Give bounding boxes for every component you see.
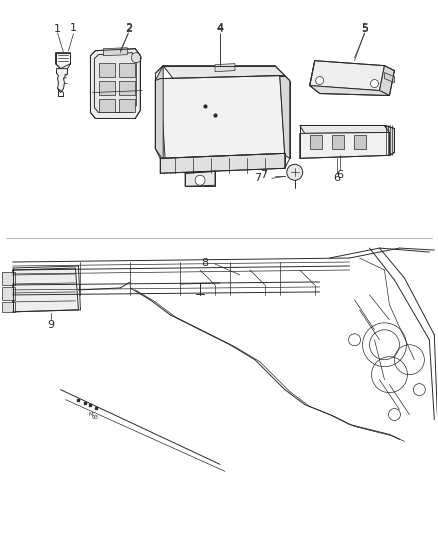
- Polygon shape: [310, 61, 385, 91]
- Polygon shape: [160, 154, 285, 173]
- Polygon shape: [300, 125, 389, 133]
- Polygon shape: [385, 125, 395, 155]
- Text: 4: 4: [216, 23, 223, 33]
- Polygon shape: [280, 76, 290, 158]
- Text: 9: 9: [47, 320, 54, 330]
- Polygon shape: [2, 302, 14, 312]
- Polygon shape: [185, 171, 215, 186]
- Polygon shape: [300, 132, 389, 158]
- Polygon shape: [90, 49, 140, 118]
- Bar: [353, 135, 366, 149]
- Text: 1: 1: [54, 24, 61, 34]
- Text: M: M: [88, 412, 93, 417]
- Text: 7: 7: [260, 170, 268, 180]
- Polygon shape: [379, 66, 395, 95]
- Polygon shape: [2, 272, 14, 285]
- Polygon shape: [99, 99, 115, 112]
- Circle shape: [316, 77, 324, 85]
- Polygon shape: [56, 53, 71, 69]
- Text: 6: 6: [333, 173, 340, 183]
- Text: 93: 93: [92, 415, 99, 420]
- Text: 1: 1: [70, 23, 77, 33]
- Circle shape: [287, 164, 303, 180]
- Circle shape: [371, 79, 378, 87]
- Polygon shape: [2, 287, 14, 300]
- Polygon shape: [155, 66, 163, 160]
- Text: 8: 8: [201, 258, 208, 268]
- Text: 4: 4: [216, 24, 223, 34]
- Text: 6: 6: [336, 170, 343, 180]
- Polygon shape: [215, 63, 235, 71]
- Polygon shape: [103, 47, 127, 55]
- Polygon shape: [160, 76, 285, 160]
- Bar: [332, 135, 343, 149]
- Polygon shape: [385, 72, 395, 83]
- Polygon shape: [99, 63, 115, 77]
- Polygon shape: [310, 86, 389, 95]
- Polygon shape: [119, 80, 135, 94]
- Text: 2: 2: [125, 24, 132, 34]
- Polygon shape: [119, 63, 135, 77]
- Text: 5: 5: [361, 23, 368, 33]
- Polygon shape: [95, 53, 136, 112]
- Text: 7: 7: [254, 173, 261, 183]
- Polygon shape: [163, 66, 285, 78]
- Polygon shape: [119, 99, 135, 112]
- Circle shape: [195, 175, 205, 185]
- Polygon shape: [99, 80, 115, 94]
- Text: 2: 2: [125, 23, 132, 33]
- Polygon shape: [13, 268, 78, 312]
- Circle shape: [131, 53, 141, 63]
- Bar: [310, 135, 321, 149]
- Text: 5: 5: [361, 24, 368, 34]
- Polygon shape: [57, 69, 67, 93]
